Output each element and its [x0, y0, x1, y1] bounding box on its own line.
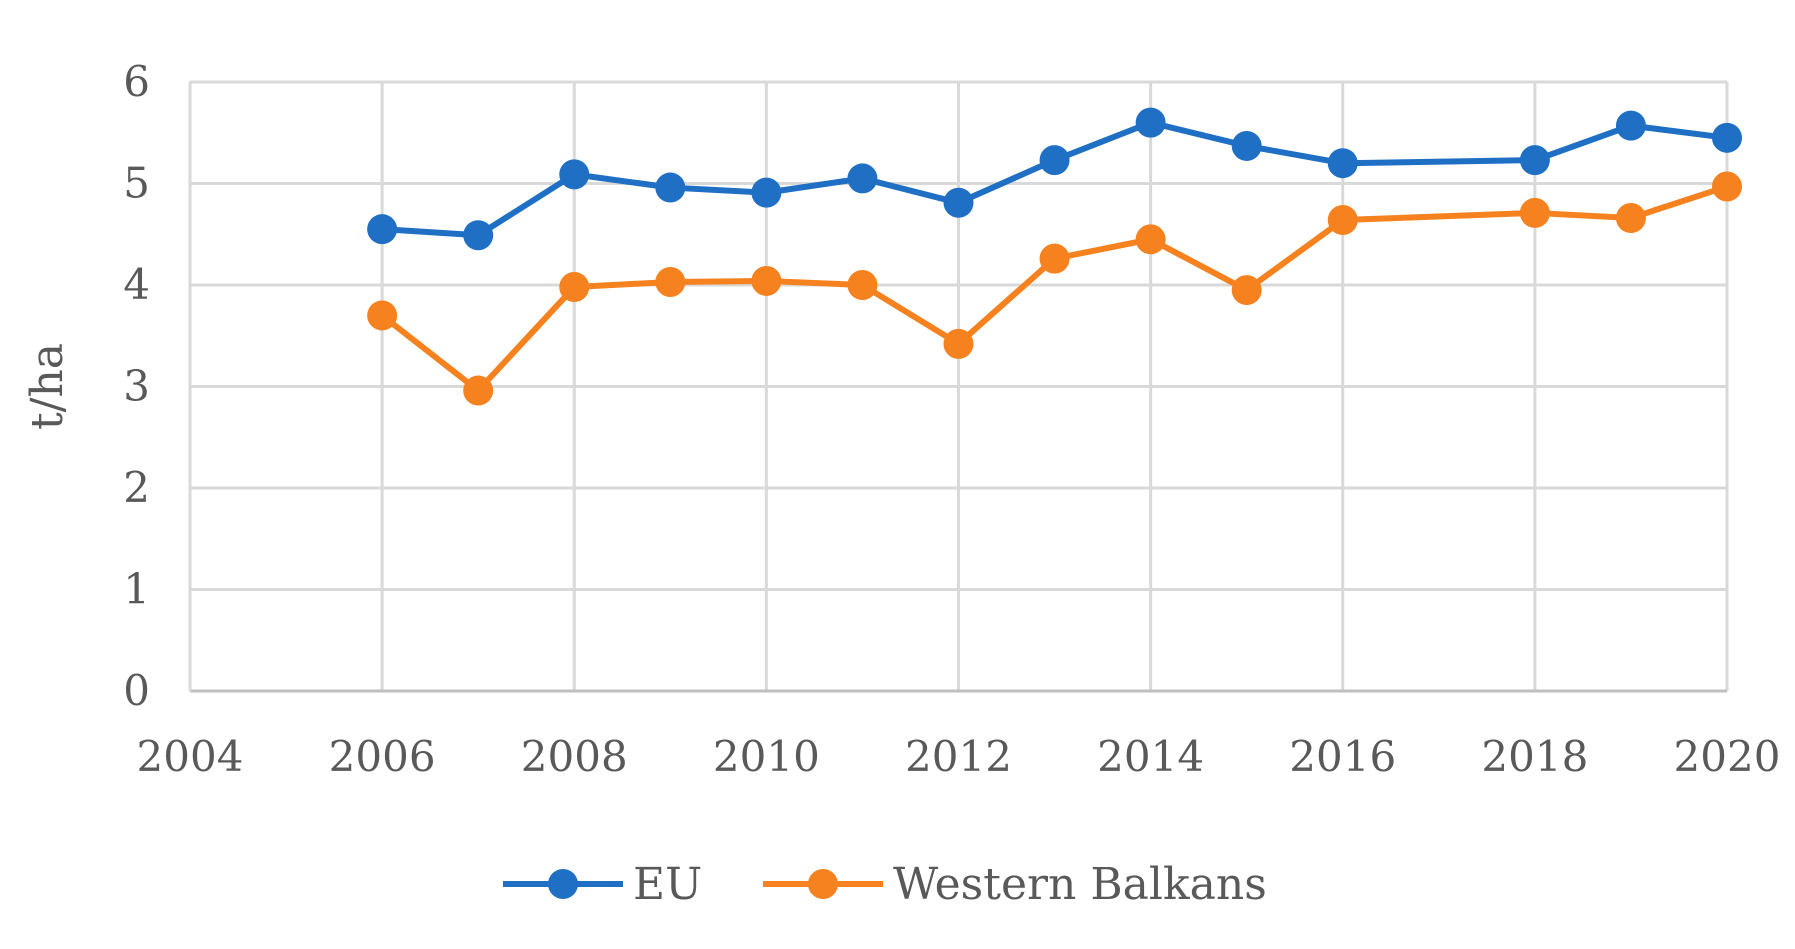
- y-tick-label: 3: [123, 362, 150, 411]
- data-point: [367, 214, 398, 245]
- data-point: [655, 172, 686, 203]
- data-point: [1519, 197, 1550, 228]
- data-point: [1231, 275, 1262, 306]
- tick-labels: 0 1 2 3 4 5 6 2004 2006 2008 2010 2012 2014 2016 2018 2…: [123, 57, 1780, 781]
- data-point: [1135, 224, 1166, 255]
- data-point: [1039, 145, 1070, 176]
- data-point: [1231, 130, 1262, 161]
- x-tick-label: 2016: [1289, 732, 1396, 781]
- y-tick-label: 1: [123, 565, 150, 614]
- y-tick-label: 6: [123, 57, 150, 106]
- data-point: [943, 187, 974, 218]
- x-tick-label: 2008: [521, 732, 628, 781]
- grid: [190, 80, 1729, 691]
- y-tick-label: 0: [123, 666, 150, 715]
- series-line-eu: [379, 119, 1730, 239]
- data-point: [1519, 145, 1550, 176]
- y-tick-label: 5: [123, 159, 150, 208]
- y-axis-title: t/ha: [22, 343, 73, 430]
- data-point: [751, 177, 782, 208]
- legend-swatch-marker: [548, 869, 578, 899]
- x-tick-label: 2006: [329, 732, 436, 781]
- data-point: [655, 266, 686, 297]
- legend: EU Western Balkans: [503, 859, 1267, 910]
- data-point: [1039, 243, 1070, 274]
- data-point: [1712, 171, 1742, 202]
- x-tick-label: 2012: [905, 732, 1012, 781]
- legend-label: EU: [633, 859, 702, 910]
- data-point: [1327, 148, 1358, 179]
- data-point: [1615, 110, 1646, 141]
- x-tick-label: 2010: [713, 732, 820, 781]
- legend-label: Western Balkans: [893, 859, 1267, 910]
- data-point: [1135, 107, 1166, 138]
- data-point: [1327, 205, 1358, 236]
- data-point: [847, 163, 878, 194]
- data-point: [751, 265, 782, 296]
- data-point: [463, 375, 494, 406]
- data-point: [847, 270, 878, 300]
- legend-swatch-marker: [808, 869, 838, 899]
- axes: [188, 82, 1727, 693]
- data-point: [559, 272, 590, 303]
- data-point: [559, 159, 590, 190]
- legend-item: Western Balkans: [763, 859, 1267, 910]
- x-tick-label: 2018: [1481, 732, 1588, 781]
- data-point: [367, 300, 398, 331]
- data-point: [1615, 203, 1646, 234]
- y-tick-label: 4: [123, 260, 150, 309]
- legend-item: EU: [503, 859, 702, 910]
- data-point: [463, 220, 494, 251]
- x-tick-label: 2014: [1097, 732, 1204, 781]
- x-tick-label: 2004: [137, 732, 244, 781]
- y-tick-label: 2: [123, 463, 150, 512]
- data-point: [1712, 122, 1742, 153]
- x-tick-label: 2020: [1674, 732, 1781, 781]
- series-lines: [367, 107, 1742, 406]
- data-point: [943, 328, 974, 359]
- series-line-western-balkans: [379, 183, 1730, 394]
